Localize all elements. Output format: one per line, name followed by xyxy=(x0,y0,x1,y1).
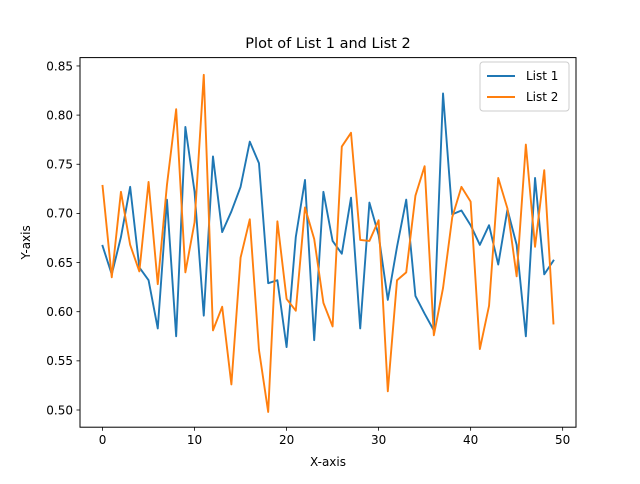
y-tick-label: 0.85 xyxy=(46,59,73,73)
y-tick-label: 0.70 xyxy=(46,207,73,221)
y-tick-label: 0.75 xyxy=(46,158,73,172)
legend-label-list-2: List 2 xyxy=(526,90,558,104)
x-tick-label: 40 xyxy=(463,433,478,447)
y-tick-label: 0.60 xyxy=(46,305,73,319)
x-tick-label: 0 xyxy=(99,433,107,447)
legend: List 1 List 2 xyxy=(479,61,570,112)
y-axis-ticks: 0.50 0.55 0.60 0.65 0.70 0.75 0.80 0.85 xyxy=(46,59,80,417)
y-axis-label: Y-axis xyxy=(19,225,33,260)
x-axis-ticks: 0 10 20 30 40 50 xyxy=(99,427,570,447)
y-tick-label: 0.65 xyxy=(46,256,73,270)
chart-title: Plot of List 1 and List 2 xyxy=(245,36,410,52)
series-layer xyxy=(101,73,555,413)
x-tick-label: 20 xyxy=(279,433,294,447)
y-tick-label: 0.55 xyxy=(46,354,73,368)
plot-area-frame xyxy=(79,57,577,428)
series-line-list-1 xyxy=(101,92,555,349)
legend-box xyxy=(479,61,570,112)
series-line-list-2 xyxy=(101,73,555,413)
y-tick-label: 0.50 xyxy=(46,403,73,417)
x-tick-label: 50 xyxy=(555,433,570,447)
x-tick-label: 30 xyxy=(371,433,386,447)
legend-label-list-1: List 1 xyxy=(526,69,558,83)
x-axis-label: X-axis xyxy=(310,455,346,469)
y-tick-label: 0.80 xyxy=(46,108,73,122)
x-tick-label: 10 xyxy=(187,433,202,447)
